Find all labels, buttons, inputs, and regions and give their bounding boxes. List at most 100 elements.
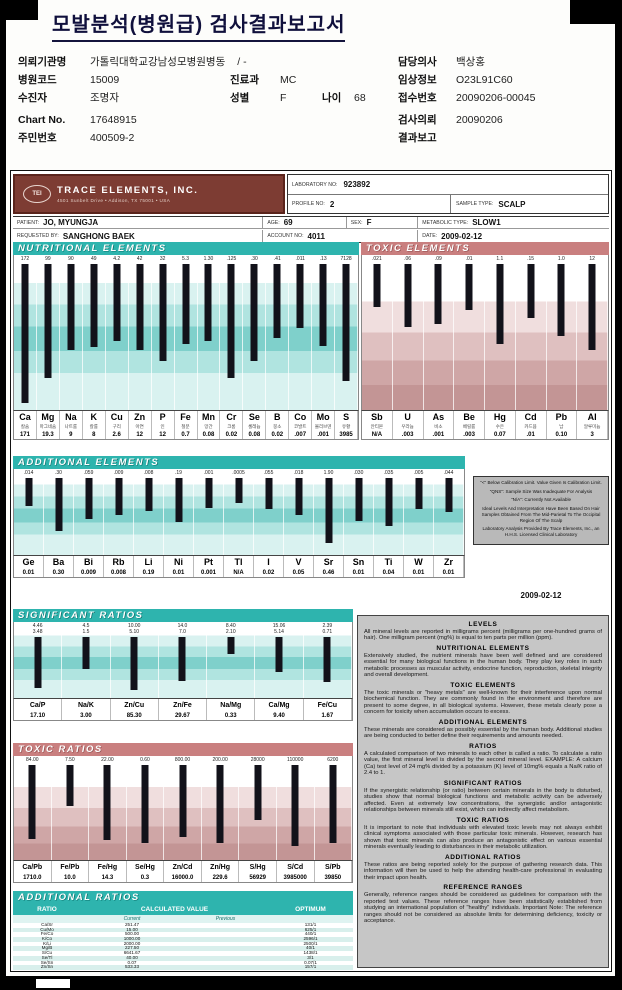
toxic-ratios-chart: 84.00 7.50 22.00 0.60 800.00 200.00 28000 11000… — [13, 756, 353, 883]
chart-bar — [291, 765, 299, 846]
chart-column-Pt: .001 — [194, 469, 224, 555]
calibration-note-line: Laboratory Analysis Provided By Trace El… — [482, 526, 600, 538]
chart-no-value: 17648915 — [90, 114, 137, 126]
requested-by-value: SANGHONG BAEK — [62, 231, 135, 241]
account-no-value: 4011 — [307, 231, 325, 241]
report-date-row: 결과보고 — [398, 128, 535, 146]
reference-high-value: 49 — [91, 256, 97, 262]
optimum-value: 2500/1 — [303, 940, 318, 946]
chart-column-ZnFe: 14.0 7.0 — [159, 622, 208, 698]
toxic-ratios-section: TOXIC RATIOS 84.00 7.50 22.00 0.60 800.00 200… — [13, 743, 353, 883]
current-value: 15.00 — [126, 926, 138, 932]
chart-bar — [265, 478, 272, 509]
toxic-elements-section: TOXIC ELEMENTS .021 .06 .09 .01 1.1 .15 1.0 12 S… — [361, 242, 609, 440]
element-symbol-row-cell: Co — [289, 411, 313, 423]
reference-high-value: .19 — [175, 470, 182, 476]
ratio-name: Mg/B — [41, 945, 53, 951]
reference-high-value: 99 — [45, 256, 51, 262]
korean-name-row-cell: 칼슘 — [14, 423, 37, 430]
chart-column-Se: .30 — [243, 255, 267, 410]
reference-low-value: 0.71 — [322, 629, 333, 635]
report-date-stamp: 2009-02-12 — [520, 591, 562, 600]
optimum-value: 625/1 — [304, 926, 317, 932]
result-value-row-cell: .003 — [454, 430, 485, 439]
element-symbol-row-cell: Ca — [14, 411, 37, 423]
reference-high-value: 15.06 — [272, 623, 286, 629]
chart-bar — [373, 264, 381, 307]
reference-low-value: 2.10 — [225, 629, 236, 635]
element-symbol-row-cell: Bi — [74, 556, 104, 568]
chart-bar — [103, 765, 111, 840]
result-value-row-cell: 29.67 — [159, 711, 208, 720]
panel-heading: TOXIC ELEMENTS — [450, 681, 516, 689]
chart-column-Ba: .30 — [44, 469, 74, 555]
reference-high-value: 42 — [136, 256, 143, 262]
chart-column-P: 32 — [152, 255, 175, 410]
reference-high-value: 1.30 — [203, 256, 214, 262]
chart-column-Ge: .014 — [14, 469, 44, 555]
ratio-row-MgB: Mg/B 227.50 40/1 — [13, 945, 353, 952]
chart-column-Mg: 99 — [37, 255, 60, 410]
chart-bar — [28, 765, 36, 839]
result-value-row-cell: .01 — [516, 430, 547, 439]
chart-bar — [90, 264, 98, 347]
result-value-row-cell: 0.19 — [134, 568, 164, 577]
reference-high-value: .059 — [83, 470, 94, 476]
additional-ratios-header: RATIO CALCULATED VALUE OPTIMUM — [13, 904, 353, 915]
result-value-row-cell: N/A — [224, 568, 254, 577]
chart-bar — [329, 765, 337, 843]
chart-bar — [141, 765, 149, 843]
reference-high-value: 8.40 — [225, 623, 236, 629]
chart-column-S: 7128 — [335, 255, 359, 410]
korean-name-row-cell: 크롬 — [220, 423, 244, 430]
chart-column-Fe: 5.3 — [175, 255, 198, 410]
chart-column-Rb: .009 — [104, 469, 134, 555]
panel-text: Generally, reference ranges should be co… — [364, 892, 602, 925]
reference-high-value: .0005 — [232, 470, 245, 476]
korean-name-row-cell: 수은 — [485, 423, 516, 430]
reference-high-value: 5.3 — [182, 256, 189, 262]
result-value-row-cell: 85.30 — [111, 711, 159, 720]
result-value-row-cell: 9 — [60, 430, 83, 439]
element-symbol-row-cell: Mn — [198, 411, 221, 423]
ratio-row-FeCo: Fe/Co 500.00 440/1 — [13, 932, 353, 937]
korean-name-row-cell: 유황 — [335, 423, 359, 430]
result-value-row-cell: 0.01 — [344, 568, 374, 577]
chart-bar — [227, 637, 235, 654]
panel-text: Extensively studied, the nutrient minera… — [364, 652, 602, 679]
element-symbol-row-cell: Ge — [14, 556, 44, 568]
element-symbol-row-cell: Se — [243, 411, 267, 423]
panel-text: It is important to note that individuals… — [364, 824, 602, 851]
chart-bar — [295, 478, 302, 515]
chart-column-SHg: 28000 — [239, 756, 277, 860]
receipt-no-row: 접수번호 20090206-00045 — [398, 88, 535, 106]
element-symbol-row-cell: W — [404, 556, 434, 568]
korean-name-row-cell: 철분 — [175, 423, 198, 430]
current-value: 6641.67 — [123, 950, 141, 956]
chart-bar — [465, 264, 473, 310]
chart-column-NaK: 4.5 1.5 — [62, 622, 111, 698]
chart-column-Bi: .059 — [74, 469, 104, 555]
chart-column-CaP: 4.46 3.48 — [14, 622, 63, 698]
panel-heading: ADDITIONAL ELEMENTS — [438, 718, 528, 726]
ratio-column-header: RATIO — [37, 906, 57, 913]
panel-heading: SIGNIFICANT RATIOS — [443, 779, 523, 787]
chart-bar — [44, 264, 52, 378]
age-value: 69 — [283, 218, 293, 227]
reference-high-value: .021 — [372, 256, 382, 262]
chart-column-Al: 12 — [577, 255, 608, 410]
current-value: 0.07 — [127, 959, 137, 965]
previous-subheader: Previous — [215, 916, 236, 922]
result-value-row-cell: 1.67 — [304, 711, 352, 720]
age-label: 나이 — [322, 92, 342, 104]
result-value-row-cell: 0.46 — [314, 568, 344, 577]
reference-high-value: 6200 — [327, 757, 339, 763]
ratio-name: Cu/Mo — [40, 926, 54, 932]
result-value-row: 1710.0 10.0 14.3 0.3 16000.0 229.6 56929 398500… — [13, 873, 353, 883]
element-symbol-row-cell: Zn/Cu — [111, 699, 159, 711]
reference-high-value: 1.90 — [323, 470, 334, 476]
chart-column-ZnHg: 200.00 — [202, 756, 240, 860]
chart-bar — [182, 264, 190, 344]
reference-high-value: 172 — [20, 256, 30, 262]
hospital-code-row: 병원코드 15009 진료과 MC — [18, 70, 366, 88]
